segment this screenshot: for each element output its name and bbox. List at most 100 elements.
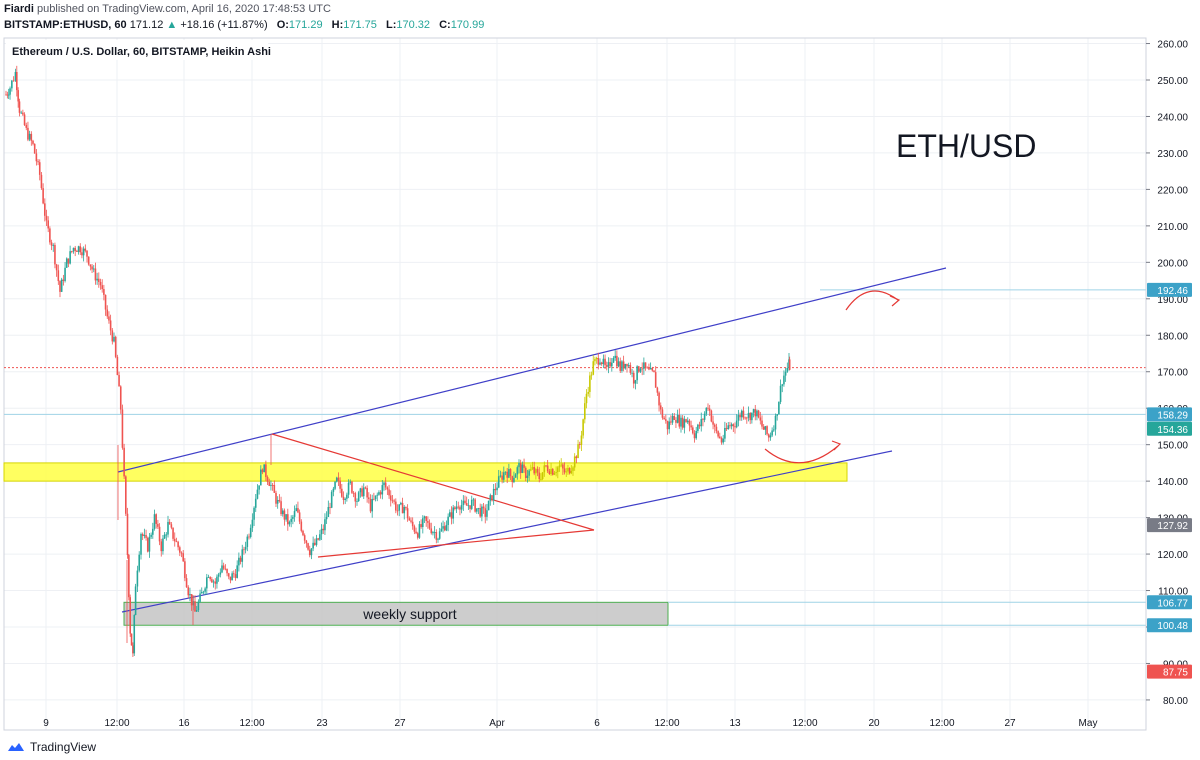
candle-body	[22, 112, 24, 115]
candle-body	[307, 543, 309, 550]
candle-body	[315, 538, 318, 545]
candle-body	[646, 367, 649, 369]
candle-body	[199, 593, 201, 602]
candle-body	[732, 424, 735, 427]
candle-body	[491, 495, 493, 501]
candle-body	[18, 101, 21, 113]
candle-body	[460, 505, 463, 510]
price-label-bg	[1147, 407, 1192, 422]
candle-body	[287, 514, 289, 525]
candle-body	[514, 474, 517, 478]
y-tick-label: 240.00	[1157, 112, 1188, 123]
candle-body	[16, 72, 18, 91]
candle-body	[359, 488, 362, 493]
candle-body	[560, 464, 562, 466]
close-value: 170.99	[450, 19, 485, 31]
time-axis[interactable]: 9 12:00 16 12:00 23 27 Apr 6 12:00 13 12:00 20 12:00…	[4, 718, 1146, 731]
candle-body	[756, 410, 758, 417]
triangle-lower-line	[317, 529, 595, 558]
candle-body	[435, 532, 438, 540]
candle-body	[67, 258, 70, 264]
candle-body	[607, 362, 610, 367]
candle-body	[508, 469, 510, 478]
candle-body	[416, 533, 419, 538]
channel-lower-line	[121, 450, 893, 613]
candle-body	[57, 270, 60, 282]
candle-body	[167, 521, 169, 535]
candle-body	[749, 413, 751, 421]
candle-body	[611, 362, 613, 367]
candle-body	[482, 506, 485, 509]
candle-body	[415, 531, 417, 534]
candle-body	[727, 425, 730, 430]
candle-body	[6, 94, 9, 96]
candle-body	[184, 561, 186, 579]
candle-body	[60, 279, 63, 292]
candle-body	[152, 528, 154, 535]
candle-body	[219, 572, 222, 575]
candle-body	[398, 504, 400, 511]
candle-body	[130, 633, 133, 646]
candle-body	[624, 363, 627, 369]
y-tick-label: 220.00	[1157, 185, 1188, 196]
candle-body	[165, 534, 168, 536]
candle-body	[94, 268, 97, 281]
symbol-label[interactable]: BITSTAMP:ETHUSD, 60	[4, 19, 127, 31]
candle-body	[597, 357, 600, 365]
candle-body	[427, 521, 429, 523]
last-price: 171.12	[129, 19, 164, 31]
candle-body	[388, 489, 390, 496]
candle-body	[233, 573, 235, 575]
x-tick-label: 9	[43, 718, 49, 729]
candle-body	[121, 409, 124, 448]
candle-body	[675, 419, 677, 423]
candle-body	[224, 568, 227, 570]
x-tick-label: 12:00	[792, 718, 817, 729]
candle-body	[168, 521, 171, 525]
channel-upper-line	[117, 267, 947, 473]
candle-body	[712, 421, 714, 425]
candle-body	[550, 469, 552, 474]
candle-body	[526, 475, 529, 479]
candle-body	[222, 565, 225, 569]
candle-body	[138, 554, 140, 571]
candle-body	[14, 72, 17, 81]
chart-title-bg	[6, 40, 268, 60]
candle-body	[302, 530, 304, 536]
candle-body	[52, 244, 55, 246]
tradingview-logo[interactable]: TradingView	[6, 740, 96, 754]
open-value: 171.29	[288, 19, 323, 31]
candle-series	[5, 65, 791, 657]
candle-body	[432, 532, 434, 534]
candle-body	[87, 256, 90, 265]
price-label-text: 158.29	[1157, 410, 1188, 421]
candle-body	[140, 533, 142, 555]
candle-body	[229, 576, 232, 581]
candle-body	[761, 420, 763, 427]
candle-body	[148, 536, 151, 552]
candle-body	[99, 281, 102, 286]
candle-body	[260, 469, 262, 486]
candle-body	[354, 493, 357, 502]
candle-body	[665, 419, 667, 421]
candle-body	[413, 526, 416, 532]
price-change: +18.16 (+11.87%)	[180, 19, 268, 31]
candle-body	[680, 417, 682, 427]
candle-body	[783, 375, 785, 385]
x-tick-label: 12:00	[929, 718, 954, 729]
author-name[interactable]: Fiardi	[4, 3, 34, 15]
candle-body	[481, 506, 483, 517]
candle-body	[720, 438, 723, 443]
candle-body	[580, 435, 583, 445]
candle-body	[314, 542, 316, 545]
x-tick-label: Apr	[489, 718, 505, 729]
candle-body	[212, 581, 215, 583]
price-labels: 192.46 158.29 154.36 127.92 106.77 100.48 87.7…	[1147, 282, 1192, 679]
candle-body	[327, 506, 330, 517]
candle-body	[766, 426, 768, 435]
candle-body	[541, 472, 544, 480]
candle-body	[33, 143, 36, 154]
price-chart[interactable]: Ethereum / U.S. Dollar, 60, BITSTAMP, He…	[0, 0, 1200, 734]
candle-body	[64, 267, 66, 281]
candle-body	[133, 615, 136, 654]
